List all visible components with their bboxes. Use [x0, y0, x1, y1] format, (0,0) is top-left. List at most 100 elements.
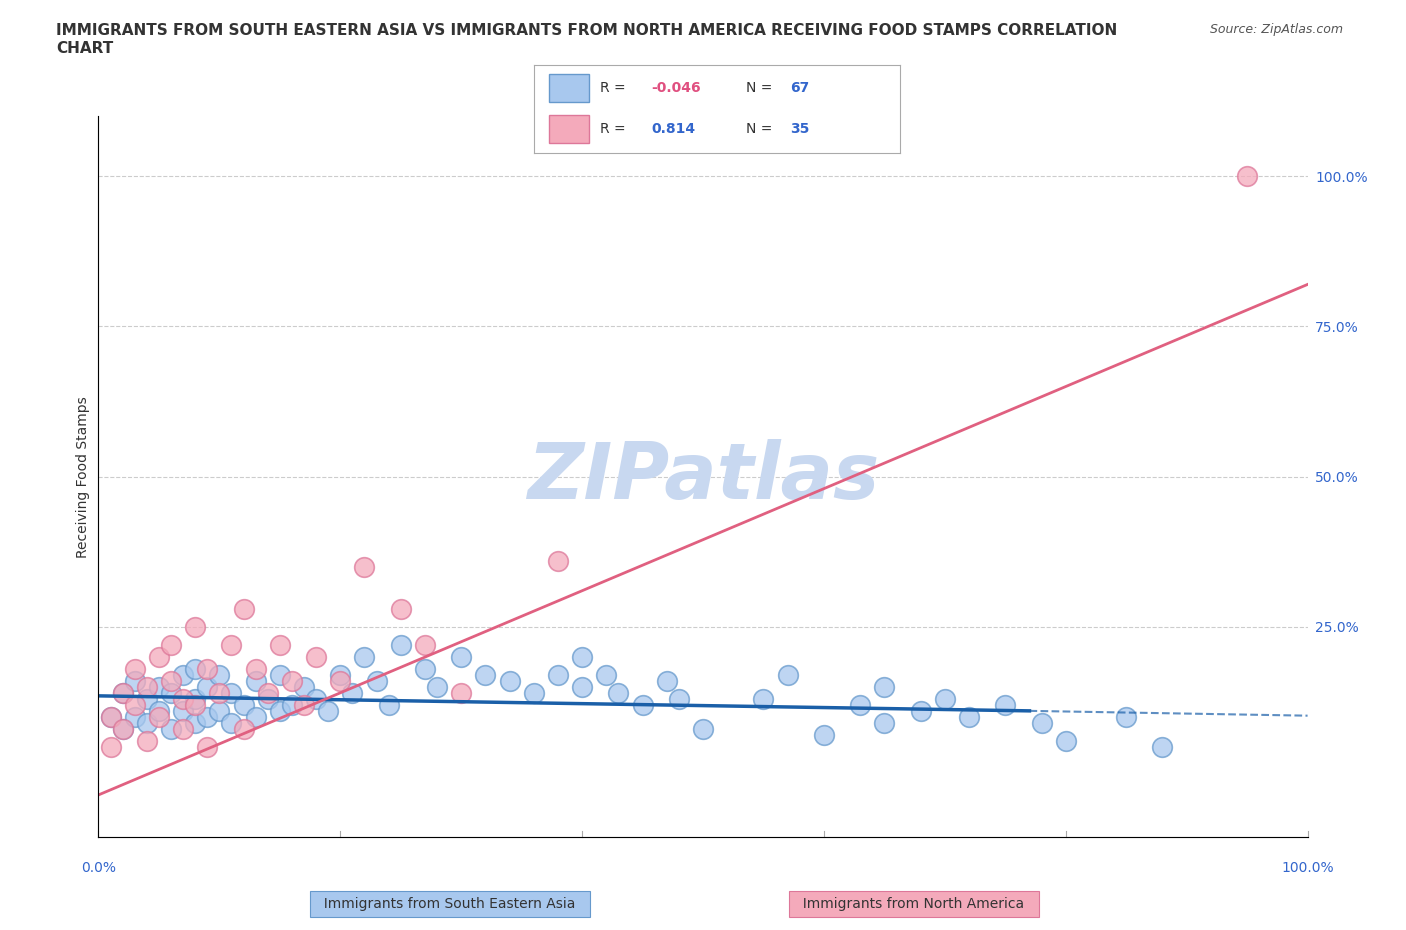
Point — [148, 710, 170, 724]
Point — [160, 637, 183, 652]
Point — [342, 685, 364, 700]
Point — [571, 680, 593, 695]
Point — [377, 698, 399, 712]
Point — [195, 661, 218, 676]
Point — [124, 661, 146, 676]
Text: 67: 67 — [790, 81, 810, 95]
Point — [160, 685, 183, 700]
Point — [135, 680, 157, 695]
Point — [195, 680, 218, 695]
Y-axis label: Receiving Food Stamps: Receiving Food Stamps — [76, 396, 90, 557]
Point — [994, 698, 1017, 712]
Point — [269, 703, 291, 718]
Point — [245, 673, 267, 688]
Point — [366, 673, 388, 688]
Point — [124, 710, 146, 724]
Point — [305, 691, 328, 706]
Point — [498, 673, 520, 688]
Point — [100, 710, 122, 724]
Point — [329, 673, 352, 688]
Point — [547, 553, 569, 568]
Point — [148, 680, 170, 695]
Point — [232, 722, 254, 737]
Point — [474, 668, 496, 683]
Point — [547, 668, 569, 683]
Bar — [548, 74, 589, 102]
Point — [111, 722, 134, 737]
Point — [292, 698, 315, 712]
Point — [450, 685, 472, 700]
Point — [184, 715, 207, 730]
Text: 100.0%: 100.0% — [1281, 861, 1334, 875]
Point — [776, 668, 799, 683]
Point — [281, 673, 304, 688]
Point — [208, 703, 231, 718]
Point — [232, 602, 254, 617]
Point — [752, 691, 775, 706]
Point — [1236, 169, 1258, 184]
Text: 0.0%: 0.0% — [82, 861, 115, 875]
Point — [148, 703, 170, 718]
Point — [208, 685, 231, 700]
Point — [232, 698, 254, 712]
Point — [160, 673, 183, 688]
Point — [849, 698, 872, 712]
Point — [111, 685, 134, 700]
Point — [256, 691, 278, 706]
Point — [135, 691, 157, 706]
Point — [184, 619, 207, 634]
Point — [172, 691, 194, 706]
Point — [389, 637, 412, 652]
Point — [148, 649, 170, 664]
Point — [135, 715, 157, 730]
Point — [111, 722, 134, 737]
Point — [957, 710, 980, 724]
Point — [873, 680, 896, 695]
Point — [195, 739, 218, 754]
Point — [413, 637, 436, 652]
Text: 0.814: 0.814 — [651, 122, 696, 136]
Point — [934, 691, 956, 706]
Point — [873, 715, 896, 730]
Point — [184, 691, 207, 706]
Point — [172, 668, 194, 683]
Point — [353, 559, 375, 574]
Point — [910, 703, 932, 718]
Point — [353, 649, 375, 664]
Point — [184, 661, 207, 676]
Point — [595, 668, 617, 683]
Point — [450, 649, 472, 664]
Point — [221, 715, 243, 730]
Text: Source: ZipAtlas.com: Source: ZipAtlas.com — [1209, 23, 1343, 36]
Point — [100, 739, 122, 754]
Point — [655, 673, 678, 688]
Point — [305, 649, 328, 664]
Text: Immigrants from South Eastern Asia: Immigrants from South Eastern Asia — [315, 897, 585, 911]
Point — [1031, 715, 1053, 730]
Text: Immigrants from North America: Immigrants from North America — [794, 897, 1033, 911]
Text: R =: R = — [600, 81, 626, 95]
Point — [692, 722, 714, 737]
Point — [631, 698, 654, 712]
Point — [100, 710, 122, 724]
Point — [111, 685, 134, 700]
Text: IMMIGRANTS FROM SOUTH EASTERN ASIA VS IMMIGRANTS FROM NORTH AMERICA RECEIVING FO: IMMIGRANTS FROM SOUTH EASTERN ASIA VS IM… — [56, 23, 1118, 56]
Text: N =: N = — [747, 122, 773, 136]
Point — [256, 685, 278, 700]
Point — [172, 703, 194, 718]
Point — [668, 691, 690, 706]
Point — [281, 698, 304, 712]
Point — [316, 703, 339, 718]
Point — [160, 722, 183, 737]
Point — [124, 673, 146, 688]
Text: R =: R = — [600, 122, 626, 136]
Point — [172, 722, 194, 737]
Point — [389, 602, 412, 617]
Point — [245, 710, 267, 724]
Point — [184, 698, 207, 712]
Point — [269, 637, 291, 652]
Point — [292, 680, 315, 695]
Point — [1054, 734, 1077, 749]
Point — [413, 661, 436, 676]
Point — [195, 710, 218, 724]
